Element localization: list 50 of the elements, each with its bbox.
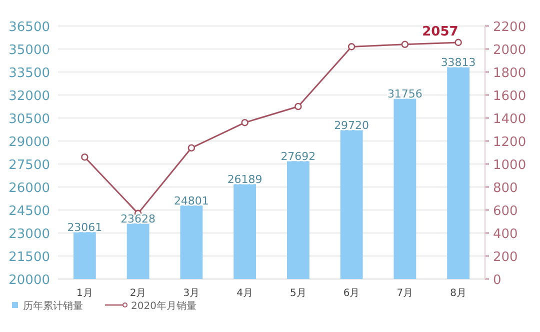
y-tick-label: 35000 (8, 43, 50, 58)
x-tick-label: 3月 (183, 288, 200, 299)
y-tick-label: 32000 (8, 89, 50, 104)
y-tick-label: 20000 (8, 273, 50, 288)
y-tick-label: 23000 (8, 227, 50, 242)
y-tick-label: 21500 (8, 250, 50, 265)
y2-tick-label: 1800 (493, 66, 526, 81)
y-tick-label: 29000 (8, 135, 50, 150)
y-tick-label: 26000 (8, 181, 50, 196)
x-tick-label: 2月 (130, 288, 146, 299)
data-label: 27692 (280, 150, 316, 164)
point (188, 144, 196, 152)
y2-tick-label: 1000 (493, 158, 526, 173)
x-tick-label: 6月 (343, 288, 360, 299)
y2-tick-label: 2200 (493, 20, 526, 35)
data-label: 33813 (440, 56, 476, 70)
y2-tick-label: 1400 (493, 112, 526, 127)
point (348, 43, 356, 50)
legend-label: 2020年月销量 (131, 300, 196, 312)
point (294, 102, 302, 110)
y2-tick-label: 1200 (493, 135, 526, 150)
point (81, 153, 88, 161)
y2-tick-label: 0 (493, 273, 502, 288)
y-tick-label: 30500 (8, 112, 50, 127)
point (241, 118, 248, 126)
data-label: 29720 (334, 118, 370, 132)
y2-tick-label: 800 (493, 181, 518, 196)
data-label: 24801 (174, 194, 209, 208)
data-label: 23061 (67, 221, 102, 234)
y2-tick-label: 1600 (493, 89, 526, 104)
x-tick-label: 8月 (450, 288, 466, 299)
x-tick-label: 1月 (76, 288, 93, 299)
y2-tick-label: 2000 (493, 43, 526, 58)
x-tick-label: 7月 (396, 288, 414, 299)
x-tick-label: 5月 (290, 288, 306, 299)
point (401, 40, 409, 48)
data-label: 23628 (120, 212, 156, 226)
y-tick-label: 24500 (8, 204, 50, 219)
y-tick-label: 36500 (8, 20, 50, 35)
legend-label: 历年累计销量 (23, 300, 83, 312)
data-label: 31756 (387, 88, 422, 101)
point (454, 38, 462, 46)
y2-tick-label: 600 (493, 204, 518, 219)
y2-tick-label: 400 (493, 227, 518, 242)
y2-tick-label: 200 (493, 250, 518, 265)
y-tick-label: 27500 (8, 158, 50, 173)
x-tick-label: 4月 (236, 288, 253, 299)
data-label: 26189 (227, 173, 262, 186)
y-tick-label: 33500 (8, 66, 50, 81)
data-label: 2057 (422, 24, 458, 40)
